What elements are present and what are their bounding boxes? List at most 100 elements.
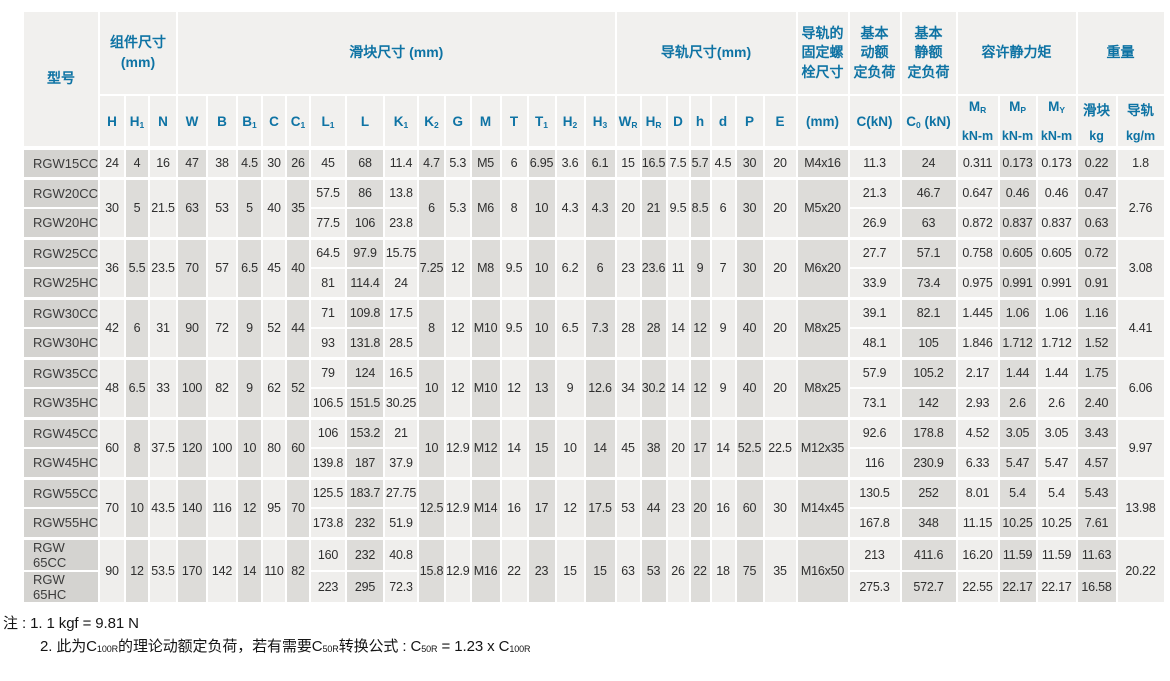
table-row: RGW 65CC 90 12 53.5 170 142 14 110 82 160 232 40.8 1…	[21, 536, 1166, 604]
cell-D: 7.5	[665, 146, 691, 179]
cell-MP: 3.05	[997, 416, 1038, 449]
cell-L1: 93	[309, 327, 348, 359]
cell-H: 70	[98, 476, 127, 539]
cell-C0: 230.9	[899, 447, 958, 479]
cell-E: 20	[762, 356, 798, 419]
cell-W: 120	[176, 416, 209, 479]
cell-H: 48	[98, 356, 127, 419]
cell-G: 5.3	[444, 146, 472, 179]
cell-B: 72	[206, 296, 239, 359]
column-group-model: 型号	[21, 10, 101, 149]
cell-H1: 6	[124, 296, 151, 359]
cell-MP: 5.47	[997, 447, 1038, 479]
cell-h: 5.7	[688, 146, 712, 179]
spec-sheet: 型号 组件尺寸 (mm) 滑块尺寸 (mm) 导轨尺寸(mm) 导轨的 固定螺 栓尺寸基…	[21, 10, 1166, 604]
cell-K1: 51.9	[383, 507, 420, 539]
cell-block_kg: 0.47	[1075, 176, 1118, 209]
cell-h: 22	[688, 536, 712, 604]
cell-C1: 82	[285, 536, 312, 604]
column-header-P: P	[734, 94, 765, 149]
column-header-导轨: 导轨 kg/m	[1115, 94, 1166, 149]
footnotes: 注 : 1. 1 kgf = 9.81 N 2. 此为C100R的理论动额定负荷…	[3, 612, 531, 659]
cell-MP: 11.59	[997, 536, 1038, 572]
cell-B: 57	[206, 236, 239, 299]
cell-D: 14	[665, 296, 691, 359]
cell-MY: 1.06	[1035, 296, 1078, 329]
cell-H1: 4	[124, 146, 151, 179]
cell-Cdyn: 213	[847, 536, 902, 572]
cell-WR: 45	[614, 416, 642, 479]
cell-H2: 4.3	[554, 176, 586, 239]
cell-block_kg: 3.43	[1075, 416, 1118, 449]
cell-T1: 17	[526, 476, 557, 539]
cell-C0: 63	[899, 207, 958, 239]
cell-MY: 22.17	[1035, 569, 1078, 604]
cell-W: 170	[176, 536, 209, 604]
cell-K1: 21	[383, 416, 420, 449]
cell-MR: 0.647	[955, 176, 1000, 209]
cell-K1: 72.3	[383, 569, 420, 604]
column-header-CkN: C(kN)	[847, 94, 902, 149]
cell-HR: 44	[639, 476, 668, 539]
cell-L: 232	[345, 536, 386, 572]
row-label-model: RGW30CC	[21, 296, 101, 329]
cell-MR: 22.55	[955, 569, 1000, 604]
cell-C: 52	[261, 296, 288, 359]
row-label-model: RGW20HC	[21, 207, 101, 239]
cell-L: 183.7	[345, 476, 386, 509]
column-header-d: d	[709, 94, 737, 149]
column-header-WR: WR	[614, 94, 642, 149]
cell-HR: 28	[639, 296, 668, 359]
cell-L1: 64.5	[309, 236, 348, 269]
cell-h: 17	[688, 416, 712, 479]
cell-bolt: M8x25	[795, 296, 850, 359]
table-row: RGW55CC 70 10 43.5 140 116 12 95 70 125.5 183.7 27.…	[21, 476, 1166, 539]
cell-MR: 0.311	[955, 146, 1000, 179]
row-label-model: RGW45CC	[21, 416, 101, 449]
cell-bolt: M6x20	[795, 236, 850, 299]
cell-C1: 52	[285, 356, 312, 419]
cell-L1: 57.5	[309, 176, 348, 209]
cell-MP: 5.4	[997, 476, 1038, 509]
column-header-C0: C0 (kN)	[899, 94, 958, 149]
cell-d: 16	[709, 476, 737, 539]
cell-M: M10	[469, 296, 502, 359]
cell-MP: 0.46	[997, 176, 1038, 209]
cell-T1: 13	[526, 356, 557, 419]
cell-MR: 11.15	[955, 507, 1000, 539]
cell-block_kg: 0.91	[1075, 267, 1118, 299]
cell-Cdyn: 57.9	[847, 356, 902, 389]
cell-C1: 70	[285, 476, 312, 539]
column-header-滑块: 滑块 kg	[1075, 94, 1118, 149]
cell-rail_kg: 20.22	[1115, 536, 1166, 604]
footnote-2: 2. 此为C100R的理论动额定负荷，若有需要C50R转换公式 : C50R =…	[40, 638, 531, 656]
table-row: RGW15CC 24 4 16 47 38 4.5 30 26 45 68 11.4 4.7 5.3 M5 6…	[21, 146, 1166, 179]
cell-MY: 1.712	[1035, 327, 1078, 359]
cell-h: 12	[688, 356, 712, 419]
cell-N: 53.5	[148, 536, 179, 604]
cell-W: 100	[176, 356, 209, 419]
column-header-mm: (mm)	[795, 94, 850, 149]
column-header-N: N	[148, 94, 179, 149]
cell-P: 75	[734, 536, 765, 604]
cell-bolt: M5x20	[795, 176, 850, 239]
row-label-model: RGW 65CC	[21, 536, 101, 572]
cell-H1: 6.5	[124, 356, 151, 419]
cell-rail_kg: 3.08	[1115, 236, 1166, 299]
cell-H2: 9	[554, 356, 586, 419]
cell-P: 40	[734, 296, 765, 359]
cell-C: 110	[261, 536, 288, 604]
cell-L: 109.8	[345, 296, 386, 329]
table-row: RGW25HC 81 114.4 24 33.9 73.4 0.975 0.991 0.991 0…	[21, 267, 1165, 299]
cell-H3: 4.3	[583, 176, 617, 239]
cell-C: 45	[261, 236, 288, 299]
cell-K2: 7.25	[417, 236, 447, 299]
cell-B1: 6.5	[236, 236, 264, 299]
cell-H2: 3.6	[554, 146, 586, 179]
column-group-rail-dims: 导轨尺寸(mm)	[614, 10, 798, 96]
column-header-B1: B1	[236, 94, 264, 149]
cell-K1: 13.8	[383, 176, 420, 209]
cell-K1: 16.5	[383, 356, 420, 389]
cell-d: 14	[709, 416, 737, 479]
cell-rail_kg: 13.98	[1115, 476, 1166, 539]
